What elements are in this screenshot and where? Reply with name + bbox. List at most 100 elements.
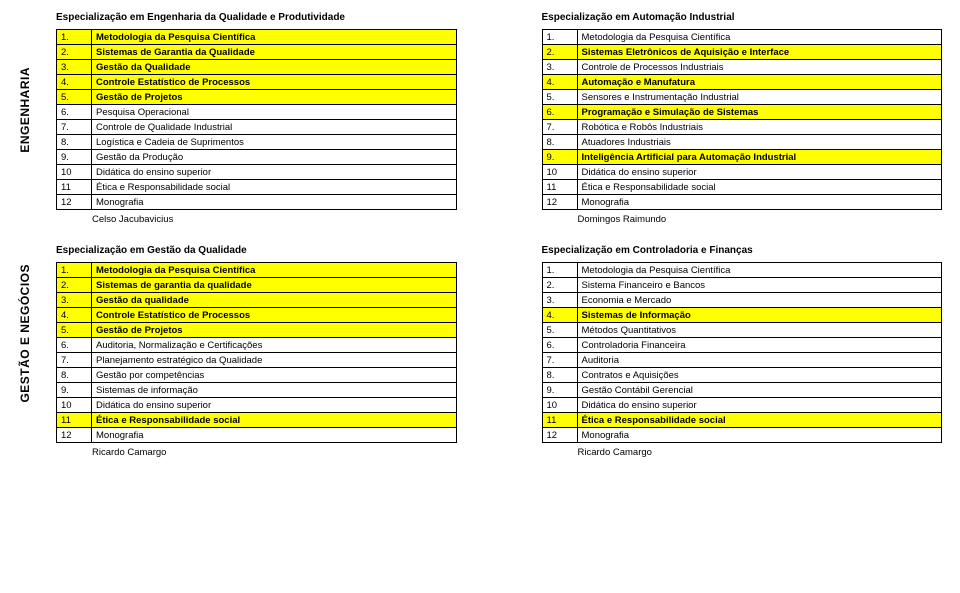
row-index: 5. — [57, 323, 92, 338]
row-index: 4. — [542, 75, 577, 90]
table-row: 7.Auditoria — [542, 353, 942, 368]
row-index: 12 — [542, 428, 577, 443]
table-row: 7.Controle de Qualidade Industrial — [57, 120, 457, 135]
row-index: 10 — [57, 165, 92, 180]
side-label-engenharia: ENGENHARIA — [18, 67, 32, 153]
table-row: 6.Programação e Simulação de Sistemas — [542, 105, 942, 120]
row-desc: Ética e Responsabilidade social — [92, 180, 457, 195]
row-desc: Monografia — [577, 195, 942, 210]
table-row: 3.Economia e Mercado — [542, 293, 942, 308]
row-index: 9. — [57, 150, 92, 165]
row-index: 2. — [57, 45, 92, 60]
row-index: 2. — [57, 278, 92, 293]
table-row: 9.Gestão da Produção — [57, 150, 457, 165]
row-index: 12 — [542, 195, 577, 210]
coordinator-name: Ricardo Camargo — [542, 447, 943, 458]
row-index: 7. — [57, 120, 92, 135]
table-row: 12Monografia — [57, 428, 457, 443]
table-row: 5.Gestão de Projetos — [57, 323, 457, 338]
table-row: 10Didática do ensino superior — [57, 165, 457, 180]
block-title: Especialização em Controladoria e Finanç… — [542, 245, 943, 256]
row-desc: Ética e Responsabilidade social — [577, 413, 942, 428]
table-row: 11Ética e Responsabilidade social — [542, 413, 942, 428]
row-index: 12 — [57, 195, 92, 210]
table-row: 8.Gestão por competências — [57, 368, 457, 383]
table-row: 6.Controladoria Financeira — [542, 338, 942, 353]
row-desc: Logística e Cadeia de Suprimentos — [92, 135, 457, 150]
row-index: 3. — [542, 293, 577, 308]
row-desc: Sistemas de Informação — [577, 308, 942, 323]
coordinator-name: Ricardo Camargo — [56, 447, 457, 458]
row-index: 6. — [57, 338, 92, 353]
row-index: 3. — [542, 60, 577, 75]
page: ENGENHARIA GESTÃO E NEGÓCIOS Especializa… — [18, 12, 942, 458]
row-desc: Didática do ensino superior — [92, 398, 457, 413]
row-desc: Controle Estatístico de Processos — [92, 75, 457, 90]
table-row: 12Monografia — [542, 428, 942, 443]
row-desc: Atuadores Industriais — [577, 135, 942, 150]
row-desc: Didática do ensino superior — [92, 165, 457, 180]
row-index: 1. — [57, 30, 92, 45]
row-desc: Robótica e Robôs Industriais — [577, 120, 942, 135]
row-desc: Didática do ensino superior — [577, 165, 942, 180]
table-row: 2.Sistema Financeiro e Bancos — [542, 278, 942, 293]
row-index: 8. — [542, 368, 577, 383]
row-desc: Sensores e Instrumentação Industrial — [577, 90, 942, 105]
row-index: 7. — [542, 353, 577, 368]
course-table: 1.Metodologia da Pesquisa Científica2.Si… — [56, 29, 457, 210]
course-table: 1.Metodologia da Pesquisa Científica2.Si… — [542, 29, 943, 210]
table-row: 8.Contratos e Aquisições — [542, 368, 942, 383]
row-index: 1. — [542, 263, 577, 278]
row-index: 3. — [57, 293, 92, 308]
row-desc: Monografia — [92, 195, 457, 210]
row-index: 1. — [542, 30, 577, 45]
side-labels: ENGENHARIA GESTÃO E NEGÓCIOS — [18, 12, 38, 458]
row-index: 3. — [57, 60, 92, 75]
row-desc: Métodos Quantitativos — [577, 323, 942, 338]
row-desc: Gestão da Produção — [92, 150, 457, 165]
table-row: 4.Controle Estatístico de Processos — [57, 75, 457, 90]
table-row: 2.Sistemas de garantia da qualidade — [57, 278, 457, 293]
row-index: 11 — [57, 413, 92, 428]
table-row: 3.Gestão da Qualidade — [57, 60, 457, 75]
row-index: 11 — [57, 180, 92, 195]
block-title: Especialização em Automação Industrial — [542, 12, 943, 23]
row-index: 11 — [542, 413, 577, 428]
row-index: 5. — [542, 323, 577, 338]
table-row: 2.Sistemas de Garantia da Qualidade — [57, 45, 457, 60]
coordinator-name: Celso Jacubavicius — [56, 214, 457, 225]
course-block: Especialização em Engenharia da Qualidad… — [56, 12, 457, 225]
row-desc: Programação e Simulação de Sistemas — [577, 105, 942, 120]
row-desc: Controle Estatístico de Processos — [92, 308, 457, 323]
row-desc: Auditoria, Normalização e Certificações — [92, 338, 457, 353]
row-desc: Controle de Processos Industriais — [577, 60, 942, 75]
row-desc: Sistema Financeiro e Bancos — [577, 278, 942, 293]
row-desc: Controle de Qualidade Industrial — [92, 120, 457, 135]
row-index: 9. — [542, 383, 577, 398]
table-row: 7.Robótica e Robôs Industriais — [542, 120, 942, 135]
table-row: 10Didática do ensino superior — [542, 398, 942, 413]
table-row: 6.Auditoria, Normalização e Certificaçõe… — [57, 338, 457, 353]
row-desc: Monografia — [577, 428, 942, 443]
row-index: 6. — [542, 338, 577, 353]
row-desc: Gestão de Projetos — [92, 90, 457, 105]
row-index: 10 — [542, 398, 577, 413]
table-row: 11Ética e Responsabilidade social — [542, 180, 942, 195]
row-index: 10 — [57, 398, 92, 413]
table-row: 5.Gestão de Projetos — [57, 90, 457, 105]
row-index: 5. — [542, 90, 577, 105]
table-row: 1.Metodologia da Pesquisa Científica — [542, 263, 942, 278]
row-index: 8. — [57, 135, 92, 150]
table-row: 5.Sensores e Instrumentação Industrial — [542, 90, 942, 105]
course-grid: Especialização em Engenharia da Qualidad… — [56, 12, 942, 458]
row-desc: Ética e Responsabilidade social — [577, 180, 942, 195]
row-desc: Didática do ensino superior — [577, 398, 942, 413]
row-desc: Contratos e Aquisições — [577, 368, 942, 383]
row-desc: Metodologia da Pesquisa Científica — [577, 263, 942, 278]
row-desc: Gestão por competências — [92, 368, 457, 383]
row-index: 2. — [542, 45, 577, 60]
table-row: 4.Automação e Manufatura — [542, 75, 942, 90]
row-desc: Auditoria — [577, 353, 942, 368]
table-row: 10Didática do ensino superior — [542, 165, 942, 180]
row-desc: Sistemas de informação — [92, 383, 457, 398]
